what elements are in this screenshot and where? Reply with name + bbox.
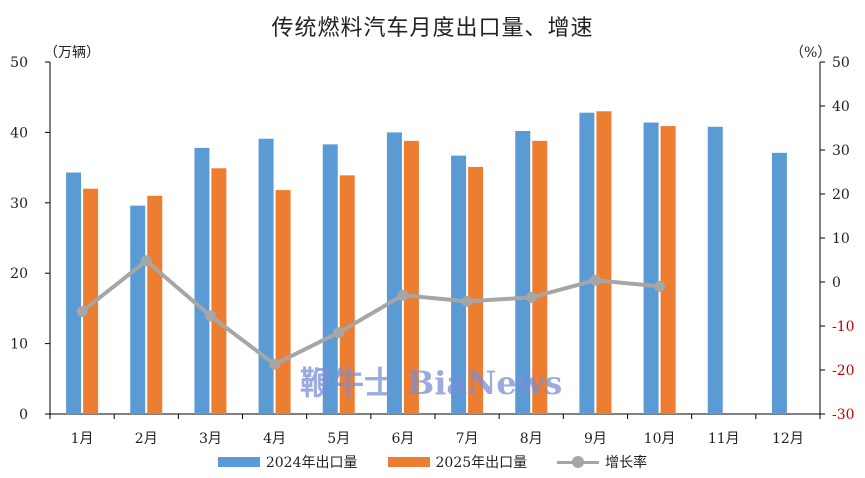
right-tick-label: -30	[832, 407, 855, 423]
growth-point	[269, 358, 281, 370]
left-tick-label: 10	[10, 337, 28, 353]
right-tick-label: 20	[832, 187, 850, 203]
right-tick-label: 50	[832, 55, 850, 71]
legend-label-growth: 增长率	[605, 455, 648, 471]
bar-2024	[707, 126, 723, 414]
legend: 2024年出口量 2025年出口量 增长率	[0, 452, 865, 472]
bar-2025	[660, 126, 676, 415]
bar-2025	[596, 111, 612, 414]
x-tick-label: 5月	[327, 431, 350, 447]
growth-line	[80, 258, 660, 367]
right-tick-label: -10	[832, 319, 855, 335]
growth-point	[76, 305, 88, 317]
legend-label-2024: 2024年出口量	[265, 455, 358, 471]
growth-point	[589, 274, 601, 286]
bar-2024	[771, 152, 787, 415]
x-tick-label: 11月	[708, 431, 740, 447]
bar-2024	[194, 147, 210, 414]
x-tick-label: 3月	[199, 431, 222, 447]
bar-2024	[451, 155, 467, 414]
left-axis-unit: （万辆）	[44, 45, 100, 61]
growth-point	[397, 289, 409, 301]
legend-swatch-2025	[387, 457, 430, 467]
bar-2024	[643, 122, 659, 414]
bar-2025	[339, 175, 355, 414]
growth-point	[654, 280, 666, 292]
x-tick-label: 6月	[391, 431, 414, 447]
watermark-logo: 鞭牛士 BiaNews	[300, 364, 563, 402]
legend-swatch-2024	[217, 457, 260, 467]
bar-2025	[83, 188, 99, 414]
legend-item-2024: 2024年出口量	[217, 452, 358, 472]
growth-point	[333, 327, 345, 339]
left-tick-label: 30	[10, 196, 28, 212]
legend-swatch-growth	[557, 455, 600, 469]
right-tick-label: 10	[832, 231, 850, 247]
bar-2025	[468, 166, 484, 414]
bar-2024	[66, 172, 82, 414]
x-tick-label: 4月	[263, 431, 286, 447]
right-axis-unit: （%）	[790, 45, 832, 61]
left-tick-label: 50	[10, 55, 28, 71]
x-tick-label: 10月	[644, 431, 676, 447]
growth-point	[461, 295, 473, 307]
bar-2025	[403, 140, 419, 414]
bar-2024	[515, 130, 531, 414]
left-tick-label: 20	[10, 266, 28, 282]
bar-2024	[386, 132, 402, 414]
x-tick-label: 12月	[772, 431, 804, 447]
bar-2025	[211, 168, 227, 414]
x-tick-label: 7月	[456, 431, 479, 447]
left-tick-label: 0	[19, 407, 28, 423]
chart-title: 传统燃料汽车月度出口量、增速	[271, 16, 594, 41]
growth-point	[204, 310, 216, 322]
x-tick-label: 2月	[135, 431, 158, 447]
bar-2024	[322, 144, 338, 415]
legend-item-2025: 2025年出口量	[387, 452, 528, 472]
bar-2025	[147, 195, 163, 414]
right-tick-label: 0	[832, 275, 841, 291]
right-tick-label: 40	[832, 99, 850, 115]
legend-label-2025: 2025年出口量	[435, 455, 528, 471]
x-tick-label: 1月	[71, 431, 94, 447]
bar-2024	[258, 138, 274, 414]
growth-point	[525, 291, 537, 303]
right-tick-label: -20	[832, 363, 855, 379]
left-tick-label: 40	[10, 125, 28, 141]
bar-2024	[579, 112, 595, 415]
bar-2024	[130, 205, 146, 414]
x-tick-label: 9月	[584, 431, 607, 447]
right-tick-label: 30	[832, 143, 850, 159]
growth-point	[140, 255, 152, 267]
bar-2025	[532, 140, 548, 414]
bar-2025	[275, 190, 291, 414]
legend-item-growth: 增长率	[557, 452, 647, 472]
x-tick-label: 8月	[520, 431, 543, 447]
